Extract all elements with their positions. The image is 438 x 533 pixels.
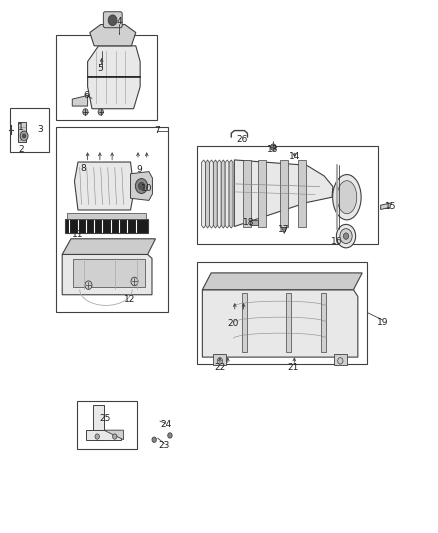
Text: 17: 17 <box>278 225 290 234</box>
Bar <box>286 293 291 352</box>
Bar <box>250 220 258 225</box>
Text: 4: 4 <box>117 17 122 26</box>
Bar <box>321 293 326 352</box>
Circle shape <box>217 358 223 364</box>
Polygon shape <box>90 25 136 46</box>
Polygon shape <box>229 160 233 228</box>
Bar <box>56 127 168 312</box>
Circle shape <box>131 277 138 286</box>
Polygon shape <box>213 160 217 228</box>
Text: 5: 5 <box>97 64 103 72</box>
Polygon shape <box>217 160 221 228</box>
Text: 15: 15 <box>385 203 396 211</box>
Bar <box>18 122 26 142</box>
Circle shape <box>138 182 145 190</box>
Bar <box>258 160 266 227</box>
Bar <box>280 160 288 227</box>
Circle shape <box>152 437 156 442</box>
Circle shape <box>338 358 343 364</box>
Polygon shape <box>72 95 88 106</box>
Bar <box>334 354 347 365</box>
Text: 13: 13 <box>267 145 279 154</box>
Circle shape <box>113 434 117 439</box>
Polygon shape <box>62 239 155 254</box>
Ellipse shape <box>337 181 357 214</box>
Text: 18: 18 <box>243 219 254 227</box>
Bar <box>10 108 49 152</box>
Circle shape <box>135 179 148 193</box>
Text: 19: 19 <box>377 318 388 327</box>
FancyBboxPatch shape <box>103 12 122 28</box>
Text: 9: 9 <box>136 165 142 174</box>
Polygon shape <box>205 160 209 228</box>
Circle shape <box>85 281 92 289</box>
Text: 7: 7 <box>154 126 160 135</box>
Bar <box>65 219 148 233</box>
Bar <box>73 259 145 287</box>
Polygon shape <box>221 160 225 228</box>
Text: 21: 21 <box>288 364 299 372</box>
Circle shape <box>343 233 349 239</box>
Circle shape <box>83 109 88 115</box>
Polygon shape <box>381 203 390 209</box>
Polygon shape <box>88 46 140 109</box>
Text: 2: 2 <box>18 145 24 154</box>
Text: 10: 10 <box>141 184 152 192</box>
Text: 3: 3 <box>37 125 43 134</box>
Bar <box>298 160 306 227</box>
Circle shape <box>108 15 117 26</box>
Polygon shape <box>104 430 124 440</box>
Text: 6: 6 <box>83 92 89 100</box>
Circle shape <box>271 144 276 150</box>
Bar <box>242 293 247 352</box>
Polygon shape <box>225 160 229 228</box>
Text: 23: 23 <box>159 441 170 449</box>
Polygon shape <box>201 160 205 228</box>
Bar <box>197 262 367 364</box>
Text: 16: 16 <box>331 237 342 246</box>
Circle shape <box>20 131 28 141</box>
Polygon shape <box>62 254 152 295</box>
Bar <box>77 401 137 449</box>
Bar <box>93 405 104 440</box>
Bar <box>86 430 121 440</box>
Text: 1: 1 <box>18 124 24 132</box>
Polygon shape <box>282 228 287 233</box>
Polygon shape <box>209 160 213 228</box>
Circle shape <box>340 229 352 244</box>
Bar <box>213 354 226 365</box>
Polygon shape <box>202 290 358 357</box>
Polygon shape <box>234 160 333 227</box>
Circle shape <box>336 224 356 248</box>
Ellipse shape <box>333 175 361 220</box>
Circle shape <box>95 434 99 439</box>
Circle shape <box>168 433 172 438</box>
Text: 25: 25 <box>99 414 111 423</box>
Text: 12: 12 <box>124 295 135 304</box>
Text: 11: 11 <box>72 230 84 239</box>
Text: 22: 22 <box>214 364 226 372</box>
Bar <box>56 35 157 120</box>
Bar <box>197 146 378 244</box>
Polygon shape <box>74 162 134 210</box>
Circle shape <box>22 134 26 138</box>
Polygon shape <box>202 273 362 290</box>
Text: 8: 8 <box>80 165 86 173</box>
Bar <box>243 160 251 227</box>
Bar <box>67 213 146 219</box>
Polygon shape <box>131 172 152 200</box>
Text: 20: 20 <box>227 319 239 328</box>
Text: 26: 26 <box>236 135 247 144</box>
Text: 24: 24 <box>160 421 171 429</box>
Circle shape <box>98 109 103 115</box>
Text: 14: 14 <box>289 152 300 160</box>
